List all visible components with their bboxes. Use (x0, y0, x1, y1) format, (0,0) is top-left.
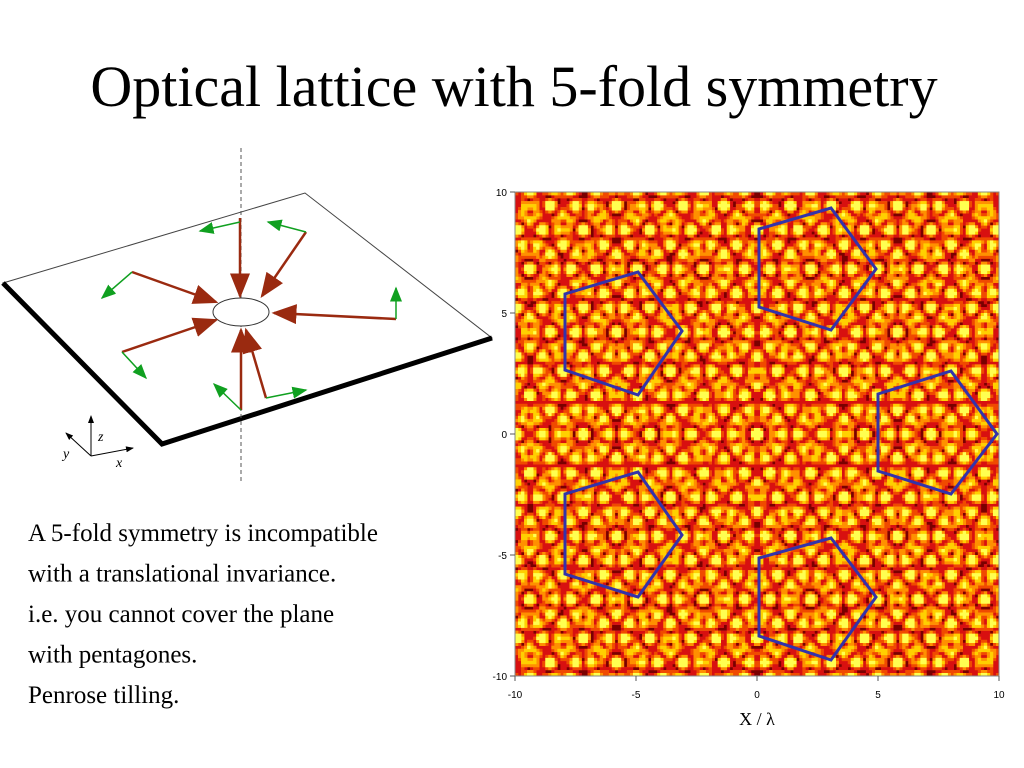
axis-y: y (61, 447, 70, 462)
x-tick-label: -10 (508, 690, 523, 701)
text-line: Penrose tilling. (28, 682, 179, 709)
body-text: A 5-fold symmetry is incompatible with a … (28, 520, 378, 709)
axis-z: z (97, 430, 104, 445)
trap-region (212, 297, 270, 327)
text-line: i.e. you cannot cover the plane (28, 601, 334, 628)
text-line: A 5-fold symmetry is incompatible (28, 520, 378, 547)
beam-diagram: z y x (1, 148, 494, 482)
y-tick-label: -10 (493, 672, 508, 683)
x-tick-label: 10 (993, 690, 1005, 701)
y-tick-label: 5 (501, 309, 507, 320)
text-line: with a translational invariance. (28, 561, 336, 588)
y-tick-label: 0 (501, 430, 507, 441)
x-axis-label: X / λ (739, 709, 775, 729)
y-tick-label: 10 (496, 188, 508, 199)
x-tick-label: 0 (754, 690, 760, 701)
intensity-level (515, 192, 1000, 677)
text-line: with pentagones. (28, 642, 197, 669)
lattice-plot: -10 -5 0 5 10 -10 -5 0 5 10 X / λ (493, 188, 1005, 729)
pentagons (563, 206, 999, 662)
axis-x: x (115, 456, 123, 471)
y-tick-label: -5 (498, 551, 507, 562)
polarizations (100, 219, 402, 411)
coordinate-axes (65, 415, 134, 457)
beams (121, 218, 397, 410)
x-tick-label: 5 (875, 690, 881, 701)
slide-title: Optical lattice with 5-fold symmetry (90, 54, 937, 119)
x-tick-label: -5 (632, 690, 641, 701)
plane-edge (1, 281, 493, 447)
